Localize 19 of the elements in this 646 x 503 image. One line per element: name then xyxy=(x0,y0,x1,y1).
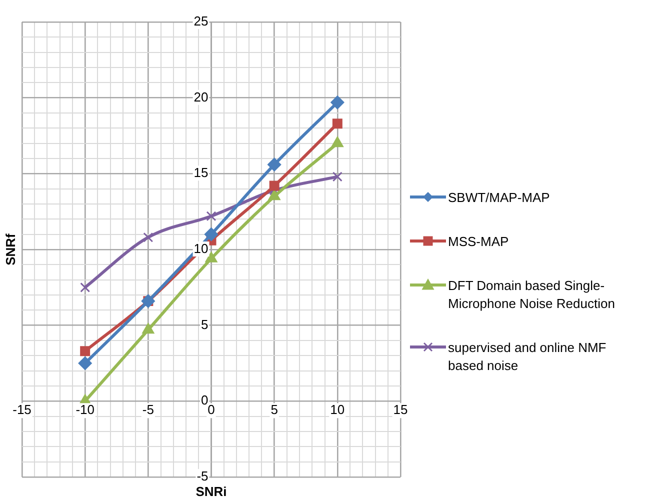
x-tick-label: -5 xyxy=(142,402,154,418)
x-tick-label: 15 xyxy=(393,402,408,418)
legend-label: DFT Domain based Single-Microphone Noise Reduction xyxy=(448,276,616,312)
legend-label: SBWT/MAP-MAP xyxy=(448,188,550,206)
y-tick-label: 0 xyxy=(201,392,208,408)
y-tick-label: -5 xyxy=(196,468,208,484)
x-tick-label: 10 xyxy=(330,402,345,418)
x-axis-title: SNRi xyxy=(196,484,227,500)
y-tick-label: 15 xyxy=(194,165,208,180)
x-tick-label: 5 xyxy=(270,402,278,418)
legend-label: MSS-MAP xyxy=(448,232,509,250)
y-axis-title: SNRf xyxy=(3,232,18,266)
y-tick-label: 10 xyxy=(194,241,208,256)
y-tick-label: 20 xyxy=(194,89,208,104)
y-tick-label: 25 xyxy=(194,14,208,29)
y-tick-label: 5 xyxy=(201,316,208,332)
legend-label: supervised and online NMF based noise xyxy=(448,338,608,374)
x-tick-label: -15 xyxy=(12,402,32,418)
x-tick-label: -10 xyxy=(76,402,94,418)
